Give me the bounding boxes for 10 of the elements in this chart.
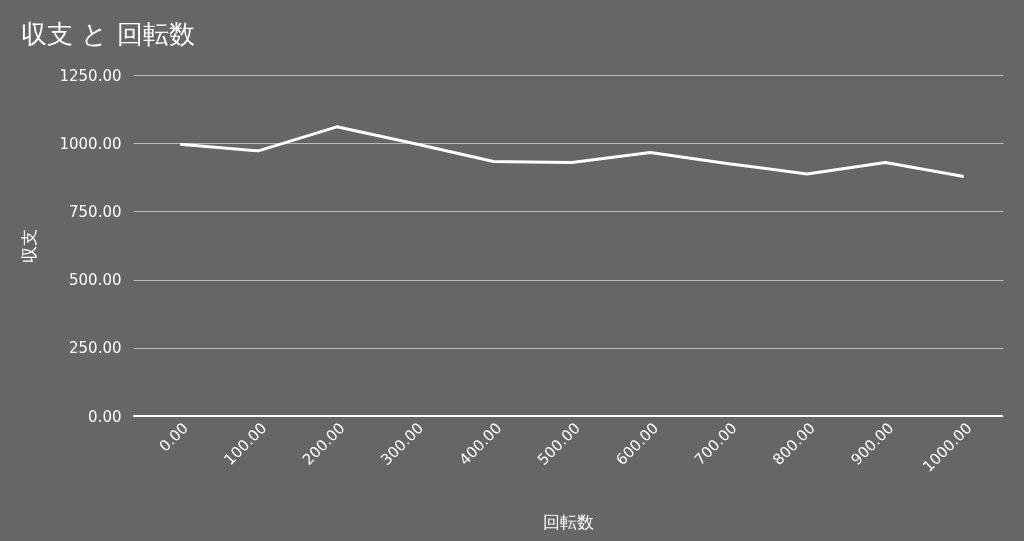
chart-title: 収支 と 回転数 <box>20 19 195 49</box>
y-tick-label: 0.00 <box>88 407 122 426</box>
y-tick-label: 500.00 <box>69 271 122 290</box>
y-tick-label: 750.00 <box>69 202 122 221</box>
y-tick-label: 1000.00 <box>59 134 122 153</box>
y-tick-label: 1250.00 <box>59 66 122 85</box>
line-series <box>178 125 966 178</box>
x-axis-title: 回転数 <box>543 511 594 532</box>
y-axis-title: 収支 <box>19 229 40 263</box>
y-tick-label: 250.00 <box>69 339 122 358</box>
